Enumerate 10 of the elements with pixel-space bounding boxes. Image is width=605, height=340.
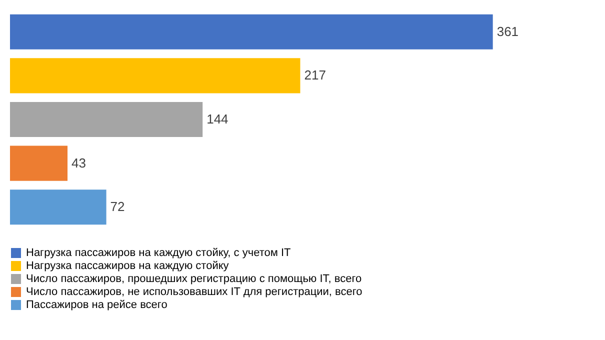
legend-label: Нагрузка пассажиров на каждую стойку, с учетом IT	[26, 247, 292, 259]
data-label: 72	[110, 199, 125, 214]
data-label: 144	[206, 112, 228, 126]
data-label: 43	[72, 155, 86, 170]
legend-label: Пассажиров на рейсе всего	[26, 299, 168, 311]
data-label: 361	[496, 24, 519, 39]
legend-label: Нагрузка пассажиров на каждую стойку	[26, 260, 230, 272]
legend-label: Число пассажиров, не использовавших IT для регистрации, всего	[26, 286, 362, 298]
legend-label: Число пассажиров, прошедших регистрацию с помощью IT, всего	[26, 273, 362, 285]
data-label: 217	[304, 68, 326, 83]
